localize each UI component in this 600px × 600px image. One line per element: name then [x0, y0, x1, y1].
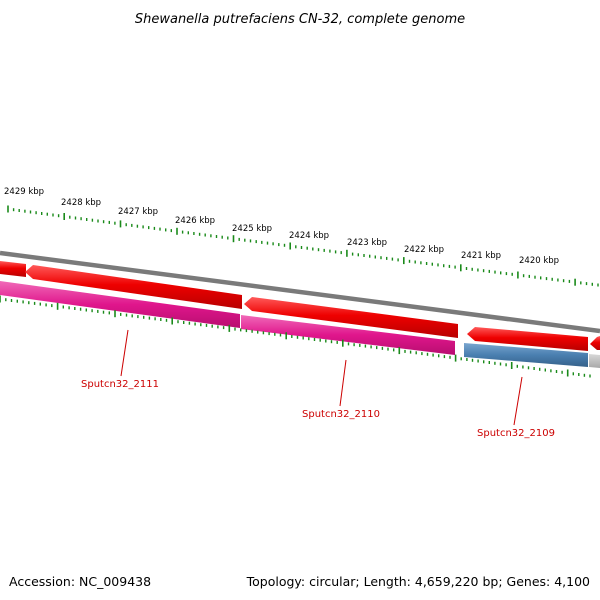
gene-label-sputcn32-2110[interactable]: Sputcn32_2110 — [302, 409, 380, 420]
accession-text: Accession: NC_009438 — [9, 574, 151, 589]
scale-label-2420: 2420 kbp — [519, 256, 559, 266]
scale-label-2424: 2424 kbp — [289, 231, 329, 241]
scale-labels: 2429 kbp 2428 kbp 2427 kbp 2426 kbp 2425… — [4, 187, 559, 266]
scale-label-2425: 2425 kbp — [232, 224, 272, 234]
cds-arrow-sputcn32-2111[interactable] — [25, 265, 242, 309]
gene-bar-sputcn32-2110[interactable] — [241, 315, 455, 355]
forward-cds-track — [0, 261, 600, 351]
scale-label-2421: 2421 kbp — [461, 251, 501, 261]
scale-label-2423: 2423 kbp — [347, 238, 387, 248]
topology-text: Topology: circular; Length: 4,659,220 bp… — [246, 574, 590, 589]
gene-bar-right-edge[interactable] — [589, 354, 600, 368]
gene-track — [0, 281, 600, 368]
scale-label-2422: 2422 kbp — [404, 245, 444, 255]
scale-label-2427: 2427 kbp — [118, 207, 158, 217]
cds-arrow-sputcn32-2110[interactable] — [244, 297, 458, 338]
gene-labels: Sputcn32_2111 Sputcn32_2110 Sputcn32_210… — [81, 329, 555, 439]
cds-arrow-left-edge[interactable] — [0, 261, 26, 277]
gene-label-sputcn32-2111[interactable]: Sputcn32_2111 — [81, 379, 159, 390]
leader-line-sputcn32-2110 — [339, 359, 347, 407]
inner-scale-ring — [0, 295, 591, 378]
gene-bar-sputcn32-2111[interactable] — [0, 281, 240, 328]
scale-label-2429: 2429 kbp — [4, 187, 44, 197]
cds-arrow-right-edge[interactable] — [590, 336, 600, 350]
scale-label-2426: 2426 kbp — [175, 216, 215, 226]
leader-line-sputcn32-2111 — [120, 329, 129, 377]
map-title: Shewanella putrefaciens CN-32, complete … — [135, 12, 465, 27]
scale-label-2428: 2428 kbp — [61, 198, 101, 208]
cds-arrow-sputcn32-2109[interactable] — [467, 327, 588, 351]
outer-scale-ring — [7, 205, 599, 287]
leader-line-sputcn32-2109 — [513, 376, 523, 426]
gene-bar-sputcn32-2109[interactable] — [464, 343, 588, 367]
backbone-ring — [0, 250, 600, 334]
gene-label-sputcn32-2109[interactable]: Sputcn32_2109 — [477, 428, 555, 439]
